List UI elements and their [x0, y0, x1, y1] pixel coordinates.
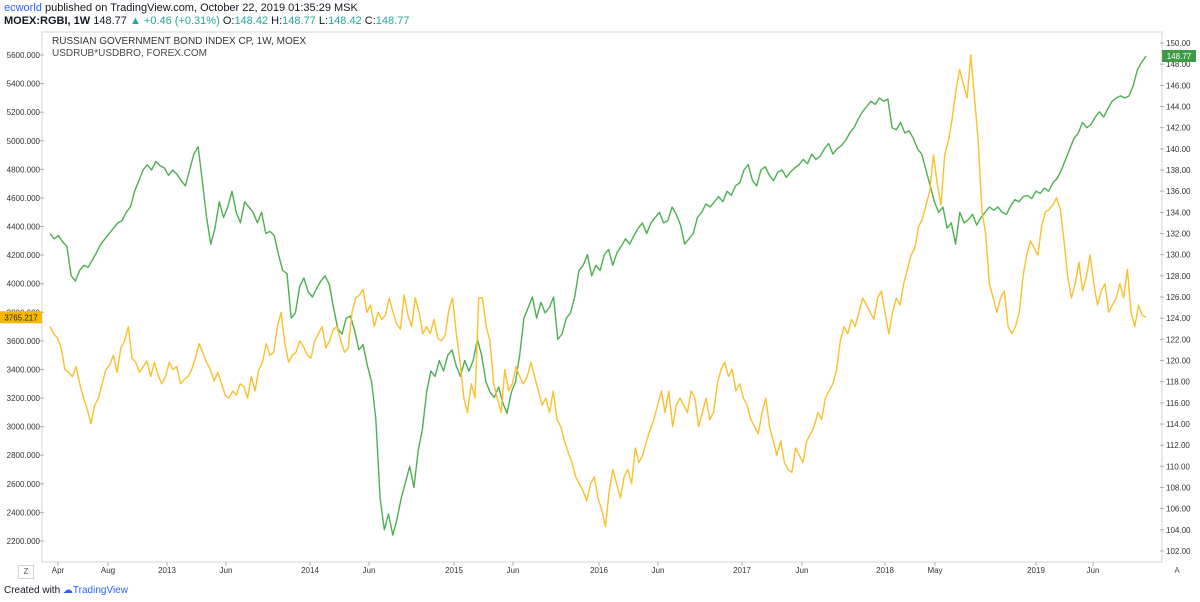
- right-tick-label: 138.00: [1166, 166, 1191, 175]
- left-tick-label: 5000.000: [7, 137, 41, 146]
- published-text: published on TradingView.com, October 22…: [44, 2, 358, 14]
- left-tick-label: 2200.000: [7, 537, 41, 546]
- right-tick-label: 146.00: [1166, 81, 1191, 90]
- created-with-text: Created with: [4, 585, 61, 596]
- legend-series-1: RUSSIAN GOVERNMENT BOND INDEX CP, 1W, MO…: [52, 36, 307, 47]
- left-tick-label: 5400.000: [7, 80, 41, 89]
- publisher-user-link[interactable]: ecworld: [4, 2, 42, 14]
- plot-frame: [41, 31, 1163, 563]
- right-tick-label: 148.00: [1166, 60, 1191, 69]
- right-tick-label: 112.00: [1166, 441, 1190, 450]
- right-tick-label: 140.00: [1166, 145, 1191, 154]
- x-tick-label: 2014: [301, 566, 319, 575]
- x-tick-label: Apr: [52, 566, 65, 575]
- high-label: H:: [271, 15, 283, 27]
- right-tick-label: 136.00: [1166, 187, 1191, 196]
- chart-legend: RUSSIAN GOVERNMENT BOND INDEX CP, 1W, MO…: [52, 36, 306, 60]
- right-tick-label: 110.00: [1166, 462, 1190, 471]
- right-tick-label: 122.00: [1166, 335, 1191, 344]
- x-tick-label: 2017: [733, 566, 751, 575]
- footer: Created with ☁TradingView: [4, 585, 128, 596]
- left-tick-label: 3400.000: [7, 365, 41, 374]
- up-arrow-icon: ▲: [129, 15, 141, 27]
- left-tick-label: 3600.000: [7, 337, 41, 346]
- left-tick-label: 2800.000: [7, 451, 41, 460]
- ohlc-bar: MOEX:RGBI, 1W 148.77 ▲ +0.46 (+0.31%) O:…: [4, 15, 409, 27]
- right-tick-label: 142.00: [1166, 124, 1191, 133]
- right-tick-label: 104.00: [1166, 526, 1191, 535]
- legend-series-2: USDRUB*USDBRO, FOREX.COM: [52, 48, 208, 59]
- x-tick-label: 2016: [590, 566, 608, 575]
- right-tick-label: 128.00: [1166, 272, 1191, 281]
- left-tick-label: 2400.000: [7, 508, 41, 517]
- x-tick-label: Jun: [796, 566, 809, 575]
- left-tick-label: 4800.000: [7, 165, 41, 174]
- x-tick-label: Aug: [101, 566, 115, 575]
- change-value: +0.46 (+0.31%): [143, 15, 220, 27]
- low-value: 148.42: [328, 15, 362, 27]
- last-price: 148.77: [93, 15, 127, 27]
- left-tick-label: 4000.000: [7, 280, 41, 289]
- right-tick-label: 132.00: [1166, 230, 1191, 239]
- x-tick-label: 2013: [158, 566, 176, 575]
- left-tick-label: 5600.000: [7, 51, 41, 60]
- left-tick-label: 3200.000: [7, 394, 41, 403]
- right-tick-label: 118.00: [1166, 378, 1190, 387]
- symbol-label: MOEX:RGBI, 1W: [4, 15, 91, 27]
- left-tick-label: 4200.000: [7, 251, 41, 260]
- right-tick-label: 134.00: [1166, 208, 1191, 217]
- left-tick-label: 3000.000: [7, 423, 41, 432]
- right-tick-label: 114.00: [1166, 420, 1190, 429]
- open-label: O:: [222, 15, 235, 27]
- x-tick-label: Jun: [220, 566, 233, 575]
- open-value: 148.42: [234, 15, 269, 27]
- right-tick-label: 108.00: [1166, 484, 1191, 493]
- x-tick-label: May: [927, 566, 942, 575]
- right-tick-label: 116.00: [1166, 399, 1190, 408]
- tradingview-brand-link[interactable]: TradingView: [72, 585, 128, 596]
- x-tick-label: Jun: [1087, 566, 1100, 575]
- last-price-right-label: 148.77: [1167, 52, 1192, 61]
- x-tick-label: Jun: [507, 566, 520, 575]
- last-price-left-badge: [0, 311, 42, 324]
- right-tick-label: 144.00: [1166, 103, 1191, 112]
- right-tick-label: 126.00: [1166, 293, 1191, 302]
- auto-scale-button[interactable]: A: [1174, 566, 1180, 575]
- right-tick-label: 102.00: [1166, 547, 1191, 556]
- right-tick-label: 124.00: [1166, 314, 1191, 323]
- low-label: L:: [318, 15, 329, 27]
- close-value: 148.77: [375, 15, 410, 27]
- left-tick-label: 2600.000: [7, 480, 41, 489]
- x-tick-label: 2015: [445, 566, 463, 575]
- right-tick-label: 150.00: [1166, 39, 1191, 48]
- last-price-left-label: 3765.217: [4, 313, 38, 322]
- left-tick-label: 4600.000: [7, 194, 41, 203]
- last-price-right-badge: [1162, 50, 1196, 63]
- zoom-toggle-button[interactable]: Z: [18, 565, 34, 579]
- right-tick-label: 120.00: [1166, 357, 1191, 366]
- publish-info: ecworld published on TradingView.com, Oc…: [4, 2, 358, 14]
- bond-index-line: [49, 55, 1147, 536]
- high-value: 148.77: [282, 15, 316, 27]
- usdrub-line: [49, 54, 1147, 528]
- x-tick-label: 2018: [876, 566, 894, 575]
- right-tick-label: 106.00: [1166, 505, 1191, 514]
- right-tick-label: 130.00: [1166, 251, 1191, 260]
- tradingview-logo-icon: ☁: [62, 585, 73, 596]
- left-tick-label: 5200.000: [7, 108, 41, 117]
- left-tick-label: 4400.000: [7, 223, 41, 232]
- x-tick-label: 2019: [1027, 566, 1045, 575]
- close-label: C:: [364, 15, 376, 27]
- x-tick-label: Jun: [363, 566, 376, 575]
- x-tick-label: Jun: [652, 566, 665, 575]
